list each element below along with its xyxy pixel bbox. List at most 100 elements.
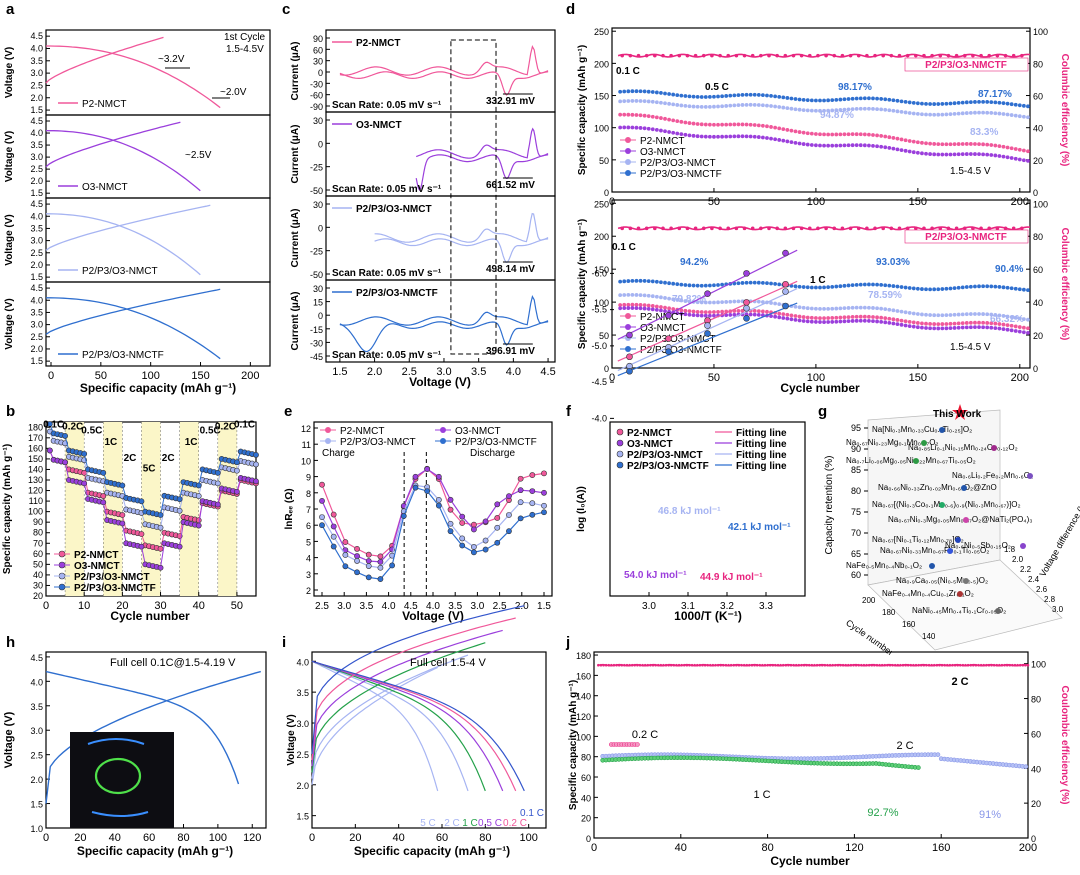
capacity-point [809, 98, 814, 103]
capacity-point [1005, 101, 1010, 106]
y-tick-label: 3.0 [30, 68, 43, 78]
ce-point [873, 663, 876, 667]
material-label: Na₀.₆₇[(Ni₀.₃Co₀.₁Mn₀.₆)₀.₉(Ni₀.₃Mn₀.₆₇)… [872, 500, 1021, 509]
capacity-point [867, 96, 871, 101]
y-tick-label: 3 [306, 570, 311, 580]
capacity-point [630, 306, 635, 310]
capacity-point [781, 95, 786, 100]
impedance-point [354, 569, 360, 576]
ce-point [995, 53, 1000, 58]
ce-point [667, 663, 670, 667]
material-label: Na[Ni₀.₃Mn₀.₃₃Cu₀.₁Ti₀.₂₅]O₂ [872, 425, 972, 434]
capacity-point [973, 110, 977, 115]
capacity-point [1009, 113, 1014, 117]
x-tick-label: 160 [932, 842, 950, 854]
capacity-point [964, 285, 969, 289]
capacity-point [1017, 157, 1022, 162]
capacity-point [932, 326, 937, 331]
panel-c-reduction-curve [339, 71, 549, 96]
y-axis-label: Voltage (V) [286, 714, 297, 765]
capacity-point [638, 113, 643, 118]
capacity-point [712, 122, 716, 127]
ce-point [792, 663, 795, 667]
capacity-point [1017, 287, 1022, 292]
y-tick-label: 0 [604, 188, 609, 198]
ce-point [919, 663, 923, 667]
ce-point [677, 226, 682, 231]
capacity-point [716, 283, 720, 287]
capacity-point [985, 325, 990, 330]
capacity-point [809, 131, 814, 136]
capacity-point [903, 319, 908, 324]
panel-c-oxidation-curve [339, 44, 549, 76]
impedance-point [470, 521, 477, 528]
capacity-point [797, 284, 802, 289]
capacity-point [744, 280, 749, 285]
capacity-point [960, 111, 965, 116]
capacity-point [642, 89, 647, 94]
ce-point [718, 226, 722, 231]
ce-point [958, 663, 962, 667]
capacity-point [789, 140, 794, 145]
ce-point [824, 53, 828, 58]
ce-point [599, 663, 603, 667]
rate-point [46, 447, 53, 454]
capacity-point [842, 132, 847, 137]
capacity-point [895, 109, 900, 114]
capacity-point [752, 102, 757, 107]
y-tick-label: 120 [576, 712, 591, 722]
material-label: Na₀.₇Li₀.₀₆Mg₀.₀₅Ni₀.₂₂Mn₀.₆₇Ti₀.₀₅O₂ [846, 456, 976, 465]
capacity-point [801, 130, 806, 135]
capacity-point [981, 152, 986, 157]
retention-annotation: 94.2% [680, 257, 708, 268]
capacity-point [891, 136, 896, 140]
capacity-point [940, 326, 945, 331]
y-tick-label: 4.5 [30, 653, 43, 663]
capacity-point [789, 313, 794, 318]
y-tick-label: 3.5 [296, 688, 309, 698]
capacity-point [728, 122, 733, 127]
ce-point [917, 663, 920, 667]
panel-c-reduction-curve [339, 321, 549, 353]
ce-point [710, 53, 714, 58]
rate-point [214, 469, 221, 476]
capacity-point [622, 125, 627, 130]
rate-annotation: 2 C [896, 740, 913, 752]
kinetics-point [665, 335, 672, 342]
y2-axis-label: Coulombic efficiency (%) [1059, 686, 1070, 805]
x-tick-label: 0 [591, 842, 597, 854]
y-tick-label: 4.5 [30, 283, 43, 293]
capacity-point [618, 89, 623, 94]
legend-marker [616, 439, 624, 447]
capacity-point [659, 91, 663, 95]
impedance-point [435, 473, 442, 480]
capacity-point [642, 113, 647, 118]
fit-line [617, 302, 798, 377]
capacity-point [899, 99, 904, 104]
ce-point [735, 663, 738, 667]
y-axis-label: Current (μA) [290, 42, 301, 101]
x-axis-label: 1000/T (K⁻¹) [674, 609, 742, 623]
capacity-point [671, 281, 676, 286]
capacity-point [822, 320, 826, 324]
ce-point [722, 663, 725, 667]
capacity-point [671, 102, 676, 107]
capacity-point [846, 283, 851, 288]
ce-point [766, 663, 769, 667]
capacity-point [773, 94, 778, 99]
capacity-point [1021, 325, 1026, 330]
capacity-point [691, 94, 696, 99]
ce-point [888, 663, 892, 667]
capacity-point [968, 110, 973, 115]
capacity-point [887, 97, 892, 102]
ce-point [745, 663, 749, 667]
rate-point [100, 499, 107, 506]
capacity-point [801, 305, 806, 310]
rate-point [195, 482, 202, 489]
kinetics-point [782, 249, 789, 257]
legend-label: P2/P3/O3-NMCTF [455, 437, 537, 448]
ce-point [805, 663, 808, 667]
retention-annotation: 98.17% [838, 82, 872, 93]
fit-label: Fitting line [736, 428, 787, 439]
capacity-point [826, 132, 831, 137]
